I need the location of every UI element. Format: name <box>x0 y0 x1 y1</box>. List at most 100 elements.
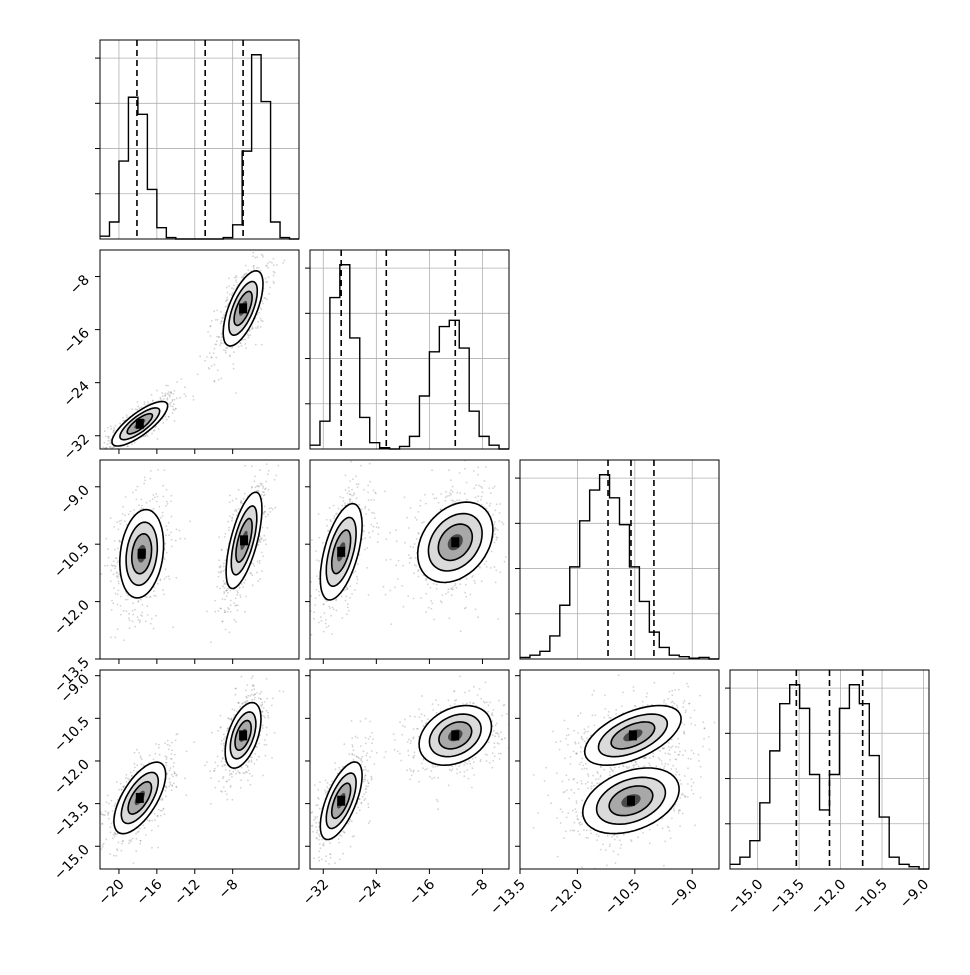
scatter-point <box>168 522 170 524</box>
density-peak <box>138 549 146 559</box>
scatter-point <box>127 599 129 601</box>
scatter-point <box>492 487 494 489</box>
scatter-point <box>262 457 264 459</box>
scatter-point <box>446 495 448 497</box>
hist-panel-3 <box>725 670 929 869</box>
scatter-point <box>140 599 142 601</box>
scatter-point <box>363 489 365 491</box>
scatter-point <box>228 278 230 280</box>
scatter-point <box>253 563 255 565</box>
scatter-point <box>266 734 268 736</box>
scatter-point <box>157 847 159 849</box>
scatter-point <box>330 857 332 859</box>
scatter-point <box>157 438 159 440</box>
scatter-point <box>355 736 357 738</box>
scatter-point <box>222 585 224 587</box>
scatter-point <box>150 623 152 625</box>
scatter-point <box>244 611 246 613</box>
scatter-point <box>214 381 216 383</box>
scatter-point <box>206 356 208 358</box>
scatter-point <box>210 803 212 805</box>
scatter-point <box>168 749 170 751</box>
scatter-point <box>263 491 265 493</box>
scatter-point <box>91 444 93 446</box>
scatter-point <box>373 526 375 528</box>
scatter-point <box>264 717 266 719</box>
scatter-point <box>189 521 191 523</box>
scatter-point <box>129 619 131 621</box>
scatter-point <box>258 486 260 488</box>
scatter-point <box>252 255 254 257</box>
scatter-point <box>218 379 220 381</box>
scatter-point <box>373 763 375 765</box>
scatter-point <box>485 466 487 468</box>
scatter-point <box>140 755 142 757</box>
scatter-point <box>113 560 115 562</box>
scatter-point <box>179 397 181 399</box>
scatter-point <box>454 585 456 587</box>
scatter-point <box>130 511 132 513</box>
scatter-point <box>163 594 165 596</box>
scatter-point <box>135 850 137 852</box>
scatter-point <box>150 470 152 472</box>
scatter-point <box>132 620 134 622</box>
scatter-point <box>129 627 131 629</box>
scatter-point <box>137 616 139 618</box>
scatter-point <box>265 297 267 299</box>
scatter-point <box>259 535 261 537</box>
scatter-point <box>244 339 246 341</box>
scatter-point <box>172 776 174 778</box>
scatter-point <box>219 727 221 729</box>
scatter-point <box>345 600 347 602</box>
scatter-point <box>313 618 315 620</box>
scatter-point <box>169 396 171 398</box>
scatter-point <box>104 442 106 444</box>
scatter-point <box>266 710 268 712</box>
scatter-point <box>158 747 160 749</box>
scatter-point <box>273 282 275 284</box>
scatter-point <box>263 707 265 709</box>
scatter-panel-1-0 <box>61 212 299 483</box>
scatter-point <box>363 750 365 752</box>
scatter-point <box>149 500 151 502</box>
scatter-point <box>220 565 222 567</box>
scatter-point <box>228 285 230 287</box>
scatter-point <box>220 743 222 745</box>
scatter-point <box>158 428 160 430</box>
scatter-point <box>99 450 101 452</box>
scatter-point <box>331 633 333 635</box>
scatter-point <box>135 833 137 835</box>
scatter-point <box>493 523 495 525</box>
scatter-point <box>364 537 366 539</box>
scatter-point <box>259 562 261 564</box>
scatter-point <box>111 609 113 611</box>
scatter-point <box>259 693 261 695</box>
scatter-point <box>356 484 358 486</box>
scatter-point <box>241 345 243 347</box>
scatter-point <box>344 502 346 504</box>
scatter-point <box>204 764 206 766</box>
scatter-point <box>218 576 220 578</box>
scatter-point <box>432 494 434 496</box>
scatter-point <box>466 482 468 484</box>
scatter-point <box>349 480 351 482</box>
scatter-point <box>223 583 225 585</box>
scatter-point <box>110 831 112 833</box>
scatter-point <box>318 856 320 858</box>
scatter-point <box>170 501 172 503</box>
scatter-point <box>126 445 128 447</box>
scatter-point <box>260 307 262 309</box>
scatter-point <box>423 521 425 523</box>
scatter-point <box>269 261 271 263</box>
scatter-point <box>425 579 427 581</box>
scatter-point <box>110 826 112 828</box>
scatter-point <box>134 609 136 611</box>
scatter-point <box>141 615 143 617</box>
scatter-point <box>233 288 235 290</box>
scatter-point <box>222 750 224 752</box>
scatter-point <box>204 360 206 362</box>
scatter-point <box>255 327 257 329</box>
scatter-point <box>339 859 341 861</box>
scatter-point <box>218 571 220 573</box>
scatter-point <box>128 513 130 515</box>
